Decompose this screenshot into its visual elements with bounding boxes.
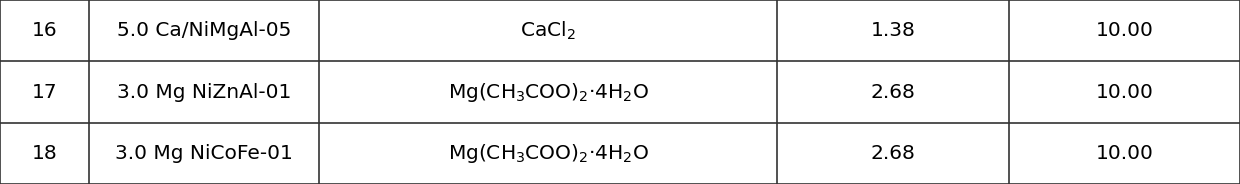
Text: 17: 17: [32, 82, 57, 102]
Text: 10.00: 10.00: [1096, 144, 1153, 163]
Text: 16: 16: [32, 21, 57, 40]
Text: Mg(CH$_3$COO)$_2$·4H$_2$O: Mg(CH$_3$COO)$_2$·4H$_2$O: [448, 81, 649, 103]
Text: CaCl$_2$: CaCl$_2$: [521, 20, 575, 42]
Text: 18: 18: [32, 144, 57, 163]
Text: 3.0 Mg NiCoFe-01: 3.0 Mg NiCoFe-01: [115, 144, 293, 163]
Text: 1.38: 1.38: [870, 21, 916, 40]
Text: 5.0 Ca/NiMgAl-05: 5.0 Ca/NiMgAl-05: [117, 21, 291, 40]
Text: 2.68: 2.68: [870, 144, 916, 163]
Text: 2.68: 2.68: [870, 82, 916, 102]
Text: Mg(CH$_3$COO)$_2$·4H$_2$O: Mg(CH$_3$COO)$_2$·4H$_2$O: [448, 142, 649, 165]
Text: 10.00: 10.00: [1096, 21, 1153, 40]
Text: 3.0 Mg NiZnAl-01: 3.0 Mg NiZnAl-01: [117, 82, 291, 102]
Text: 10.00: 10.00: [1096, 82, 1153, 102]
